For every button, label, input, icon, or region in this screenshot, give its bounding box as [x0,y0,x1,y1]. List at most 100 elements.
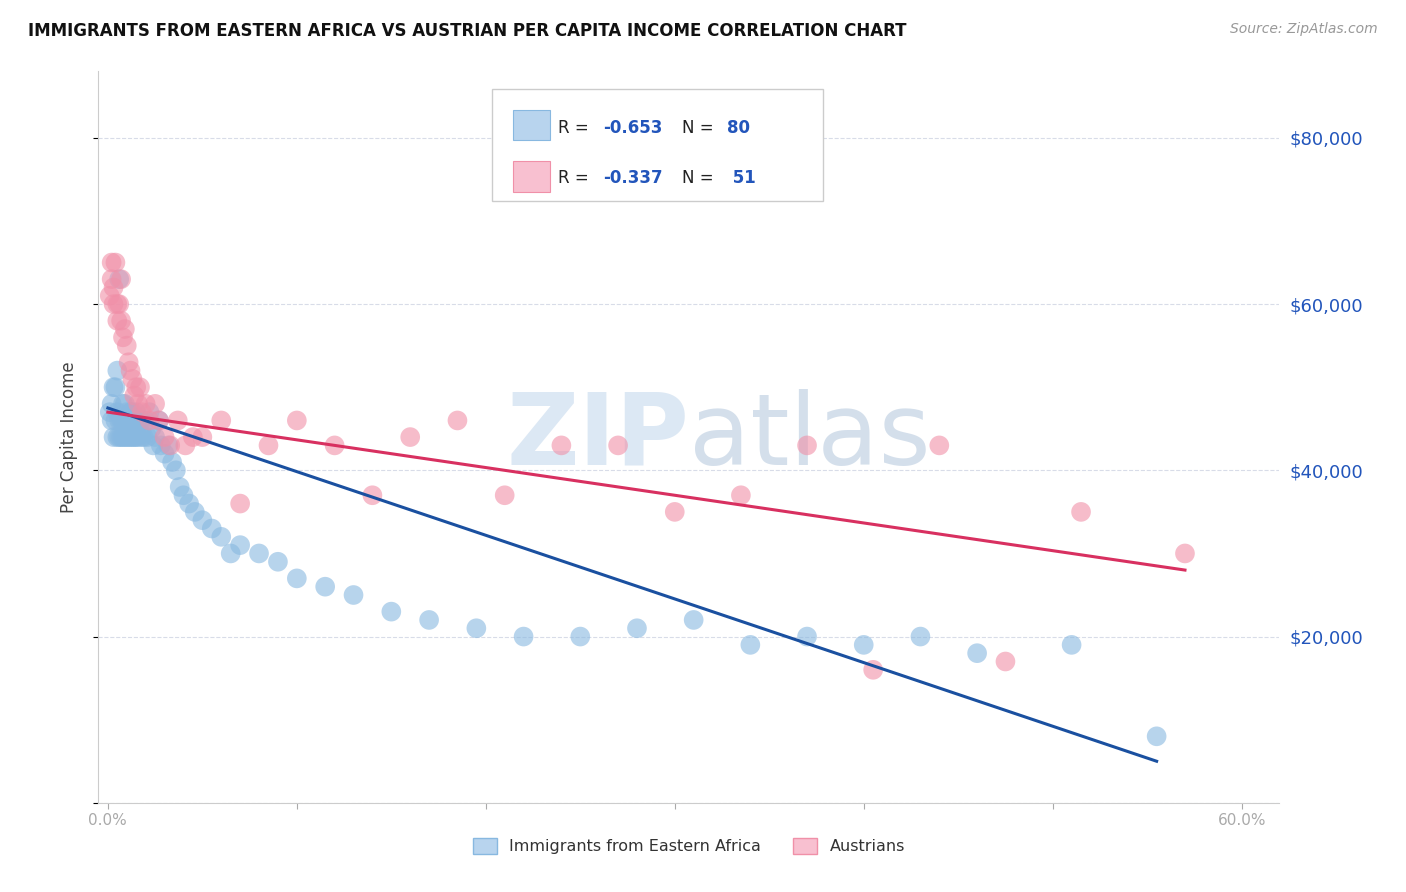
Point [994,655,1017,669]
Text: ZIP: ZIP [506,389,689,485]
Point [399,430,422,444]
Point [121,405,143,419]
Point [174,438,197,452]
Point [159,438,181,452]
Y-axis label: Per Capita Income: Per Capita Income [59,361,77,513]
Point [111,330,134,344]
Point [121,372,143,386]
Text: 80: 80 [727,119,749,136]
Point [129,380,152,394]
Text: -0.653: -0.653 [603,119,662,136]
Point [179,497,201,511]
Point [108,430,131,444]
Point [100,397,122,411]
Point [191,513,214,527]
Point [127,413,149,427]
Text: R =: R = [558,169,595,187]
Point [730,488,752,502]
Point [110,413,132,427]
Point [512,630,534,644]
Point [108,272,131,286]
Point [149,438,172,452]
Point [184,505,207,519]
Point [131,430,153,444]
Point [569,630,592,644]
Point [740,638,762,652]
Point [181,430,204,444]
Point [165,463,187,477]
Point [229,497,252,511]
Point [111,430,134,444]
Point [98,289,121,303]
Point [105,363,128,377]
Point [1060,638,1083,652]
Legend: Immigrants from Eastern Africa, Austrians: Immigrants from Eastern Africa, Austrian… [467,831,911,861]
Point [104,413,127,427]
Point [120,413,142,427]
Point [229,538,252,552]
Point [966,646,988,660]
Point [125,405,148,419]
Point [103,280,125,294]
Point [148,413,170,427]
Point [166,413,188,427]
Point [1070,505,1092,519]
Point [132,430,155,444]
Point [105,314,128,328]
Point [129,413,152,427]
Text: IMMIGRANTS FROM EASTERN AFRICA VS AUSTRIAN PER CAPITA INCOME CORRELATION CHART: IMMIGRANTS FROM EASTERN AFRICA VS AUSTRI… [28,22,907,40]
Point [110,430,132,444]
Point [114,430,136,444]
Point [796,630,818,644]
Point [285,571,308,585]
Point [115,413,138,427]
Point [103,380,125,394]
Point [862,663,884,677]
Point [446,413,468,427]
Point [209,530,232,544]
Point [682,613,704,627]
Point [342,588,364,602]
Point [105,405,128,419]
Text: N =: N = [682,119,718,136]
Point [550,438,572,452]
Point [100,255,122,269]
Point [910,630,932,644]
Point [127,397,149,411]
Point [120,405,142,419]
Point [209,413,232,427]
Text: -0.337: -0.337 [603,169,662,187]
Point [852,638,875,652]
Point [796,438,818,452]
Point [115,338,138,352]
Point [135,413,157,427]
Point [103,297,125,311]
Point [201,521,224,535]
Point [115,430,138,444]
Point [104,255,127,269]
Point [141,422,163,436]
Point [135,397,157,411]
Point [110,272,132,286]
Point [114,322,136,336]
Point [142,438,165,452]
Point [191,430,214,444]
Point [111,413,134,427]
Point [108,297,131,311]
Point [219,546,242,560]
Point [125,430,148,444]
Point [143,397,166,411]
Point [127,430,149,444]
Point [98,405,121,419]
Point [361,488,384,502]
Text: 51: 51 [727,169,755,187]
Point [118,430,141,444]
Point [108,413,131,427]
Text: R =: R = [558,119,595,136]
Point [110,314,132,328]
Point [247,546,270,560]
Text: Source: ZipAtlas.com: Source: ZipAtlas.com [1230,22,1378,37]
Point [465,621,488,635]
Point [100,272,122,286]
Point [131,405,153,419]
